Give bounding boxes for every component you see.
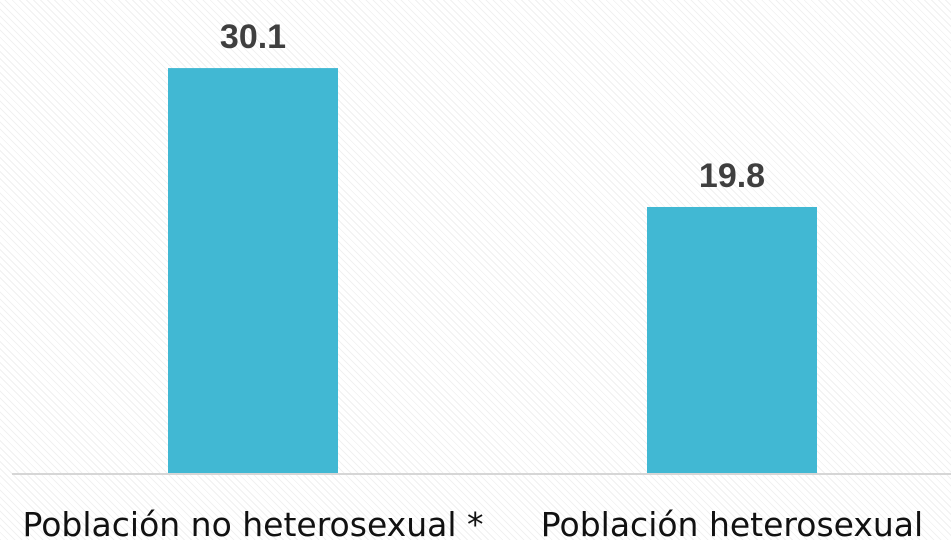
bar-1 <box>647 206 817 475</box>
category-label-0: Población no heterosexual * <box>23 505 484 540</box>
bars-group <box>168 68 817 475</box>
category-label-1: Población heterosexual <box>541 505 923 540</box>
value-label-0: 30.1 <box>220 18 286 56</box>
category-labels-group: Población no heterosexual * Población het… <box>23 505 924 540</box>
value-labels-group: 30.1 19.8 <box>220 18 765 195</box>
bar-0 <box>168 68 338 474</box>
value-label-1: 19.8 <box>699 157 765 195</box>
